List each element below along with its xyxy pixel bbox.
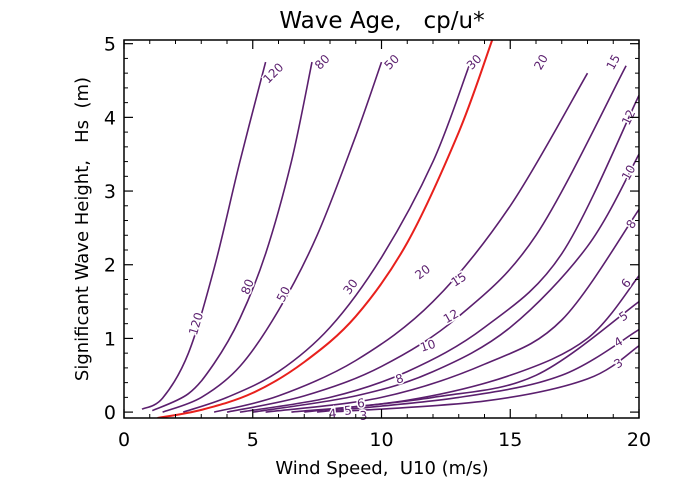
y-tick-label: 0 <box>104 402 116 424</box>
contour-line-4 <box>317 328 639 413</box>
x-tick-label: 10 <box>369 429 393 451</box>
contour-lines <box>141 40 639 418</box>
highlight-contour-line <box>157 40 494 418</box>
contour-label-12-end: 12 <box>619 107 638 127</box>
contour-label-10-mid: 10 <box>419 337 438 355</box>
contour-label-20-mid: 20 <box>412 262 433 282</box>
contour-line-8 <box>265 209 639 413</box>
contour-label-6-end: 6 <box>618 276 634 291</box>
contour-label-50-end: 50 <box>381 52 402 73</box>
y-tick-label: 1 <box>104 328 116 350</box>
contour-line-3 <box>329 345 639 413</box>
y-tick-label: 5 <box>104 34 116 56</box>
chart-title: Wave Age, cp/u* <box>279 8 484 34</box>
contour-line-120 <box>141 61 267 410</box>
plot-area: 1201208080505030302020151512121010886655… <box>104 34 651 451</box>
x-tick-label: 15 <box>498 429 522 451</box>
contour-label-6-mid: 6 <box>356 396 365 411</box>
x-tick-label: 0 <box>118 429 130 451</box>
x-tick-label: 5 <box>247 429 259 451</box>
contour-line-6 <box>291 275 639 413</box>
y-tick-label: 4 <box>104 107 116 129</box>
contour-line-20 <box>213 72 589 413</box>
contour-label-5-end: 5 <box>616 308 630 324</box>
y-axis-label: Significant Wave Height, Hs (m) <box>72 77 93 381</box>
contour-label-120-mid: 120 <box>186 311 206 337</box>
y-tick-label: 2 <box>104 255 116 277</box>
contour-label-10-end: 10 <box>619 163 639 183</box>
contour-label-50-mid: 50 <box>274 284 293 304</box>
x-tick-label: 20 <box>627 429 651 451</box>
contour-label-15-mid: 15 <box>449 269 469 289</box>
contour-line-5 <box>304 300 639 413</box>
contour-label-20-end: 20 <box>531 52 551 72</box>
contour-line-50 <box>162 61 383 413</box>
contour-line-12 <box>239 94 639 413</box>
contour-label-12-mid: 12 <box>441 306 461 326</box>
contour-line-15 <box>226 65 627 413</box>
contour-label-80-mid: 80 <box>238 277 257 296</box>
contour-line-10 <box>252 153 639 413</box>
contour-line-30 <box>182 65 470 413</box>
contour-label-5-mid: 5 <box>343 403 352 418</box>
contour-label-3-mid: 3 <box>359 409 368 424</box>
contour-label-4-end: 4 <box>612 334 626 350</box>
x-axis-label: Wind Speed, U10 (m/s) <box>275 458 488 479</box>
chart-title-group: Wave Age, cp/u* <box>279 8 484 34</box>
contour-label-15-end: 15 <box>604 52 624 72</box>
y-tick-label: 3 <box>104 181 116 203</box>
contour-label-80-end: 80 <box>312 52 333 73</box>
contour-line-80 <box>151 61 313 412</box>
